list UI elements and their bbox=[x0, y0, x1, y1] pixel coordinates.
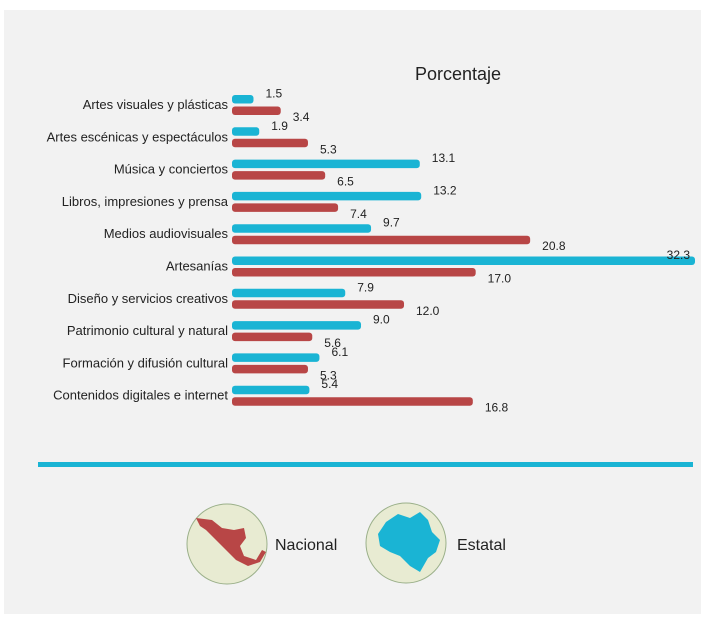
bar-estatal bbox=[232, 321, 362, 330]
bar-nacional bbox=[232, 332, 313, 342]
category-label: Artesanías bbox=[166, 259, 229, 274]
bar-nacional bbox=[232, 300, 405, 309]
category-label: Artes visuales y plásticas bbox=[83, 97, 229, 112]
legend-estatal bbox=[365, 502, 447, 584]
bar-nacional bbox=[232, 397, 473, 406]
value-label-estatal: 1.9 bbox=[271, 119, 288, 133]
bar-estatal bbox=[232, 256, 695, 265]
category-label: Diseño y servicios creativos bbox=[68, 291, 229, 306]
bar-nacional bbox=[232, 171, 326, 180]
value-label-nacional: 7.4 bbox=[350, 207, 367, 221]
category-labels: Artes visuales y plásticas Artes escénica… bbox=[47, 97, 229, 403]
bar-nacional bbox=[232, 268, 476, 277]
value-label-nacional: 16.8 bbox=[485, 401, 509, 415]
legend-label-nacional: Nacional bbox=[275, 537, 338, 554]
category-label: Patrimonio cultural y natural bbox=[67, 323, 228, 338]
bar-estatal bbox=[232, 127, 260, 136]
mexico-map-icon bbox=[196, 518, 266, 566]
value-label-nacional: 5.6 bbox=[324, 336, 341, 350]
bars bbox=[232, 95, 695, 406]
bar-estatal bbox=[232, 224, 372, 233]
bar-estatal bbox=[232, 288, 346, 298]
bar-estatal bbox=[232, 191, 422, 201]
state-map-icon bbox=[378, 512, 440, 572]
value-label-nacional: 5.3 bbox=[320, 368, 337, 382]
bar-nacional bbox=[232, 203, 339, 212]
value-label-estatal: 9.7 bbox=[383, 216, 400, 230]
legend-label-estatal: Estatal bbox=[457, 537, 506, 554]
chart-title: Porcentaje bbox=[415, 64, 501, 84]
value-label-nacional: 20.8 bbox=[542, 239, 566, 253]
category-label: Música y conciertos bbox=[114, 162, 229, 177]
value-label-nacional: 5.3 bbox=[320, 142, 337, 156]
value-label-estatal: 32.3 bbox=[667, 248, 691, 262]
value-label-nacional: 17.0 bbox=[488, 272, 512, 286]
bar-nacional bbox=[232, 138, 308, 148]
category-label: Formación y difusión cultural bbox=[63, 355, 229, 370]
bar-estatal bbox=[232, 353, 320, 362]
category-label: Contenidos digitales e internet bbox=[53, 388, 228, 403]
value-label-nacional: 12.0 bbox=[416, 304, 440, 318]
divider-line bbox=[38, 462, 693, 467]
value-label-estatal: 7.9 bbox=[357, 280, 374, 294]
value-label-estatal: 1.5 bbox=[266, 87, 283, 101]
value-label-estatal: 13.1 bbox=[432, 151, 456, 165]
bar-nacional bbox=[232, 106, 281, 115]
bar-nacional bbox=[232, 364, 308, 374]
bar-estatal bbox=[232, 95, 254, 104]
value-label-nacional: 3.4 bbox=[293, 110, 310, 124]
category-label: Medios audiovisuales bbox=[104, 226, 229, 241]
category-label: Artes escénicas y espectáculos bbox=[47, 129, 229, 144]
value-label-estatal: 5.4 bbox=[321, 377, 338, 391]
legend-nacional bbox=[186, 503, 268, 585]
bar-nacional bbox=[232, 235, 531, 245]
value-label-estatal: 9.0 bbox=[373, 313, 390, 327]
value-label-estatal: 6.1 bbox=[331, 345, 348, 359]
category-label: Libros, impresiones y prensa bbox=[62, 194, 229, 209]
value-labels: 1.5 3.4 1.9 5.3 13.1 6.5 13.2 7.4 9.7 20.8 32.3 17.… bbox=[266, 87, 691, 415]
bar-estatal bbox=[232, 385, 310, 395]
value-label-nacional: 6.5 bbox=[337, 175, 354, 189]
value-label-estatal: 13.2 bbox=[433, 183, 457, 197]
bar-estatal bbox=[232, 159, 420, 169]
chart-panel bbox=[4, 10, 701, 614]
